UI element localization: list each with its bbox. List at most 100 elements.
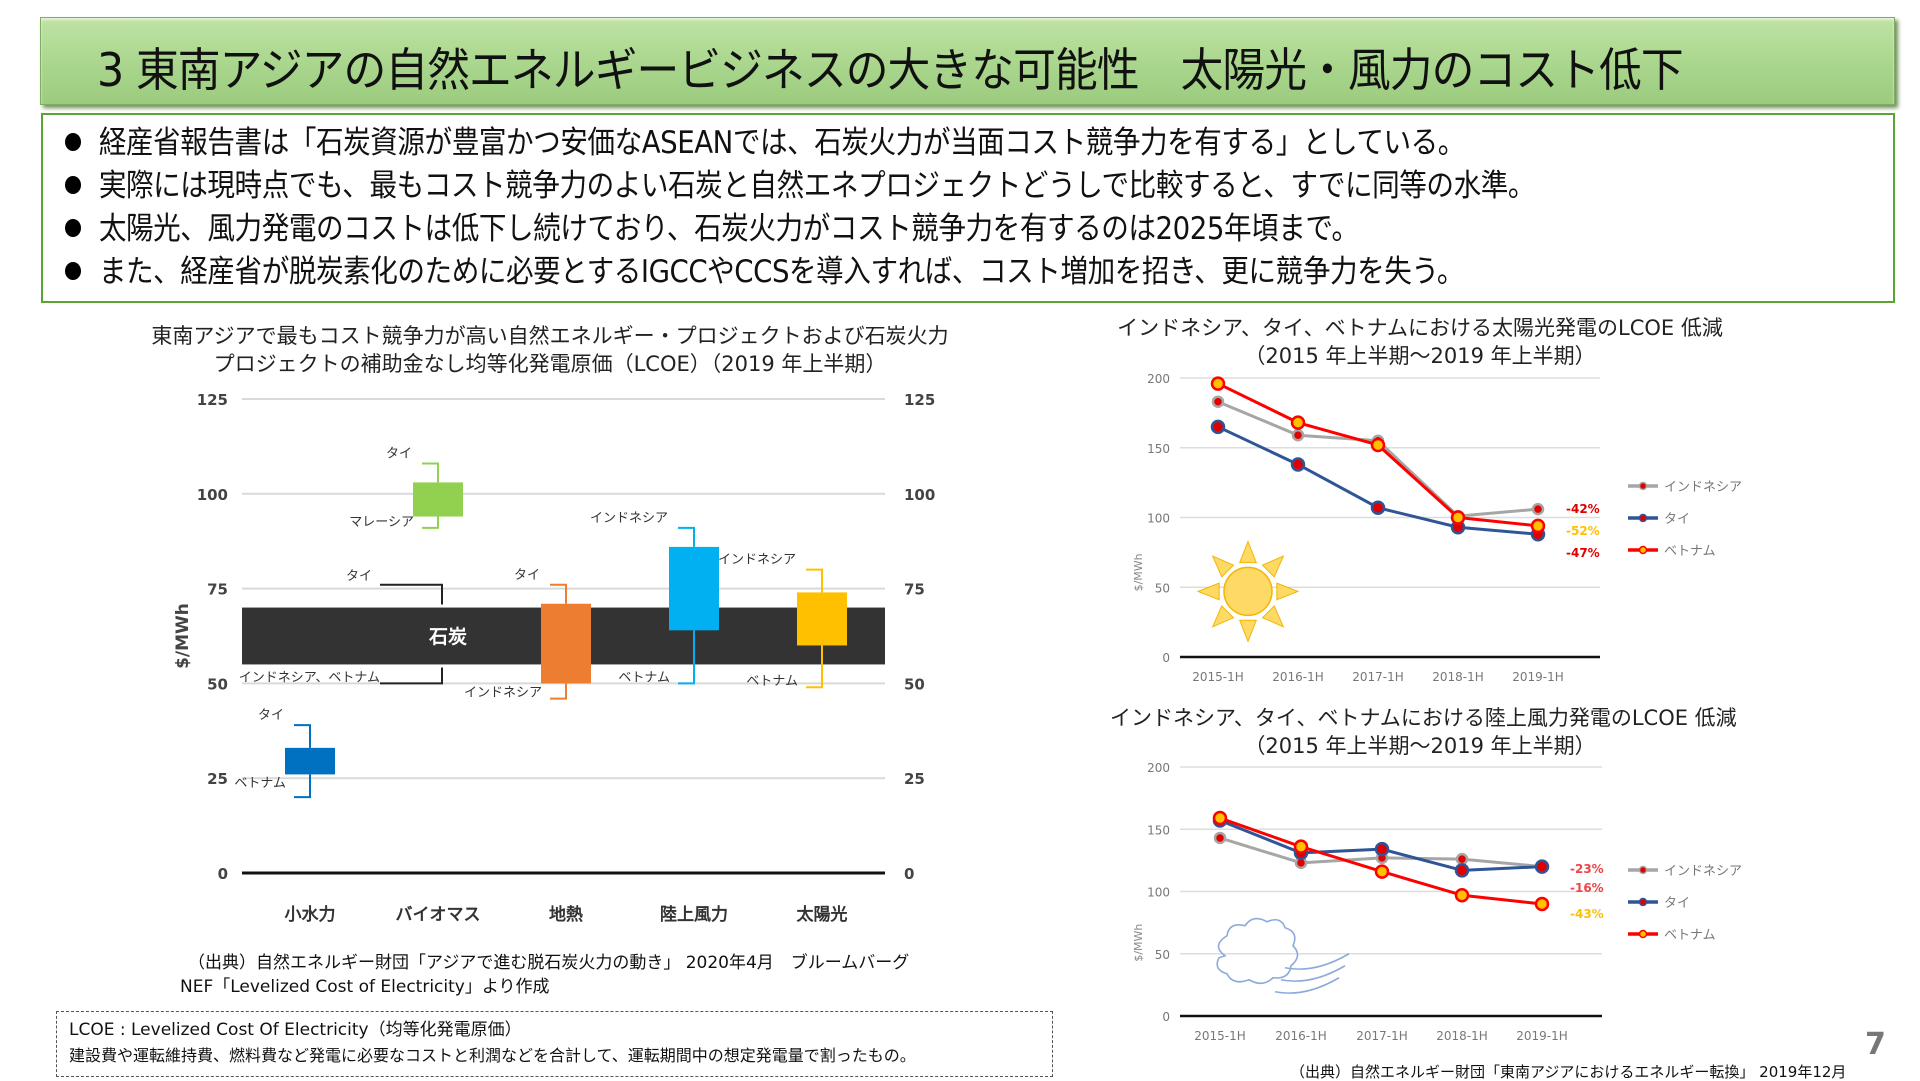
x-tick-label: 2019-1H <box>1516 1029 1568 1043</box>
y-axis-label: $/MWh <box>1132 924 1145 962</box>
bullet-dot-icon <box>65 261 82 280</box>
data-point <box>1370 437 1386 453</box>
range-box-2 <box>541 603 591 684</box>
legend-marker <box>1638 513 1648 523</box>
bullet-item: また、経産省が脱炭素化のために必要とするIGCCやCCSを導入すれば、コスト増加… <box>65 252 1464 292</box>
wind-chart-title: インドネシア、タイ、ベトナムにおける陸上風力発電のLCOE 低減 （2015 年… <box>1110 704 1737 760</box>
x-category-label: 地熱 <box>549 904 583 925</box>
right-source: （出典）自然エネルギー財団「東南アジアにおけるエネルギー転換」 2019年12月 <box>1290 1063 1847 1081</box>
legend-label: インドネシア <box>1664 480 1742 495</box>
y-tick-label-left: 100 <box>197 486 228 504</box>
lcoe-definition-title: LCOE : Levelized Cost Of Electricity（均等化… <box>69 1020 522 1040</box>
x-tick-label: 2019-1H <box>1512 670 1564 684</box>
x-tick-label: 2017-1H <box>1356 1029 1408 1043</box>
data-point <box>1290 457 1306 472</box>
y-tick-label-right: 0 <box>904 865 914 883</box>
legend-label: ベトナム <box>1664 928 1716 943</box>
coal-high-whisker <box>380 583 443 605</box>
x-tick-label: 2018-1H <box>1436 1029 1488 1043</box>
sun-ray-icon <box>1196 582 1220 601</box>
y-tick-label-left: 50 <box>207 675 228 693</box>
y-tick-label-left: 0 <box>218 865 228 883</box>
coal-band-label: 石炭 <box>428 626 467 648</box>
change-label: -42% <box>1566 502 1600 516</box>
legend-label: ベトナム <box>1664 544 1716 559</box>
bullet-list: 経産省報告書は「石炭資源が豊富かつ安価なASEANでは、石炭火力が当面コスト競争… <box>41 113 1895 303</box>
y-axis-label: $/MWh <box>1132 553 1145 591</box>
bullet-dot-icon <box>65 218 82 237</box>
sun-ray-icon <box>1211 605 1235 628</box>
range-box-3 <box>669 546 719 631</box>
change-label: -52% <box>1566 524 1600 538</box>
data-point <box>1534 859 1550 874</box>
data-point <box>1450 510 1466 525</box>
bullet-text: 実際には現時点でも、最もコスト競争力のよい石炭と自然エネプロジェクトどうしで比較… <box>98 168 1536 204</box>
range-low-whisker <box>422 516 439 529</box>
wind-stream-icon <box>1284 953 1350 970</box>
y-tick-label: 50 <box>1155 581 1170 595</box>
data-point <box>1454 887 1470 903</box>
wind-stream-icon <box>1280 965 1346 982</box>
range-high-label: タイ <box>258 708 284 723</box>
x-category-label: バイオマス <box>396 905 481 925</box>
chart-title-line: インドネシア、タイ、ベトナムにおける太陽光発電のLCOE 低減 <box>1117 316 1723 340</box>
change-label: -43% <box>1570 907 1604 921</box>
y-tick-label-right: 75 <box>904 581 925 599</box>
legend-marker <box>1638 929 1648 939</box>
cloud-icon <box>1216 917 1299 985</box>
range-low-whisker <box>550 683 567 700</box>
chart-title-line: インドネシア、タイ、ベトナムにおける陸上風力発電のLCOE 低減 <box>1110 706 1737 730</box>
legend-label: タイ <box>1664 896 1690 911</box>
range-high-whisker <box>550 583 567 604</box>
range-low-whisker <box>294 774 311 799</box>
y-tick-label: 150 <box>1147 823 1170 837</box>
range-high-whisker <box>422 462 439 483</box>
sun-ray-icon <box>1211 555 1235 578</box>
y-tick-label: 100 <box>1147 886 1170 900</box>
left-source-line1: （出典）自然エネルギー財団「アジアで進む脱石炭火力の動き」 2020年4月 ブル… <box>188 953 910 973</box>
left-source-line2: NEF「Levelized Cost of Electricity」より作成 <box>180 977 550 997</box>
coal-high-label: タイ <box>346 569 372 584</box>
y-tick-label-right: 50 <box>904 675 925 693</box>
data-point <box>1210 376 1226 391</box>
data-point <box>1291 428 1305 442</box>
lcoe-definition-box: LCOE : Levelized Cost Of Electricity（均等化… <box>56 1011 1053 1077</box>
y-tick-label-right: 100 <box>904 486 935 504</box>
change-label: -23% <box>1570 862 1604 876</box>
lcoe-range-chart-title: 東南アジアで最もコスト競争力が高い自然エネルギー・プロジェクトおよび石炭火力 プ… <box>150 322 950 378</box>
coal-low-label: インドネシア、ベトナム <box>239 670 380 685</box>
bullet-item: 経産省報告書は「石炭資源が豊富かつ安価なASEANでは、石炭火力が当面コスト競争… <box>65 123 1465 163</box>
sun-disc-icon <box>1223 566 1273 617</box>
sun-ray-icon <box>1238 619 1258 643</box>
range-box-1 <box>413 482 463 517</box>
y-tick-label-left: 25 <box>207 770 228 788</box>
slide-title: 3 東南アジアの自然エネルギービジネスの大きな可能性 太陽光・風力のコスト低下 <box>97 43 1684 97</box>
change-label: -16% <box>1570 881 1604 895</box>
chart-title-line: （2015 年上半期～2019 年上半期） <box>1244 734 1596 758</box>
bullet-dot-icon <box>65 175 82 194</box>
data-point <box>1213 831 1227 845</box>
legend-label: インドネシア <box>1664 864 1742 879</box>
x-tick-label: 2016-1H <box>1272 670 1324 684</box>
sun-ray-icon <box>1276 582 1300 601</box>
data-point <box>1374 864 1390 879</box>
y-tick-label-left: 75 <box>207 581 228 599</box>
bullet-text: 太陽光、風力発電のコストは低下し続けており、石炭火力がコスト競争力を有するのは2… <box>98 211 1359 247</box>
chart-title-line: プロジェクトの補助金なし均等化発電原価（LCOE）（2019 年上半期） <box>213 352 887 376</box>
y-tick-label-right: 25 <box>904 770 925 788</box>
x-tick-label: 2018-1H <box>1432 670 1484 684</box>
range-high-label: インドネシア <box>718 553 796 568</box>
y-tick-label: 200 <box>1147 372 1170 386</box>
chart-title-line: 東南アジアで最もコスト競争力が高い自然エネルギー・プロジェクトおよび石炭火力 <box>151 324 949 348</box>
data-point <box>1212 810 1228 826</box>
data-point <box>1210 419 1226 435</box>
range-low-whisker <box>806 645 823 689</box>
lcoe-definition-text: 建設費や運転維持費、燃料費など発電に必要なコストと利潤などを合計して、運転期間中… <box>69 1046 916 1065</box>
change-label: -47% <box>1566 546 1600 560</box>
range-box-0 <box>285 747 335 775</box>
legend-marker <box>1638 481 1648 491</box>
x-category-label: 小水力 <box>285 904 336 925</box>
range-low-label: インドネシア <box>464 686 542 701</box>
